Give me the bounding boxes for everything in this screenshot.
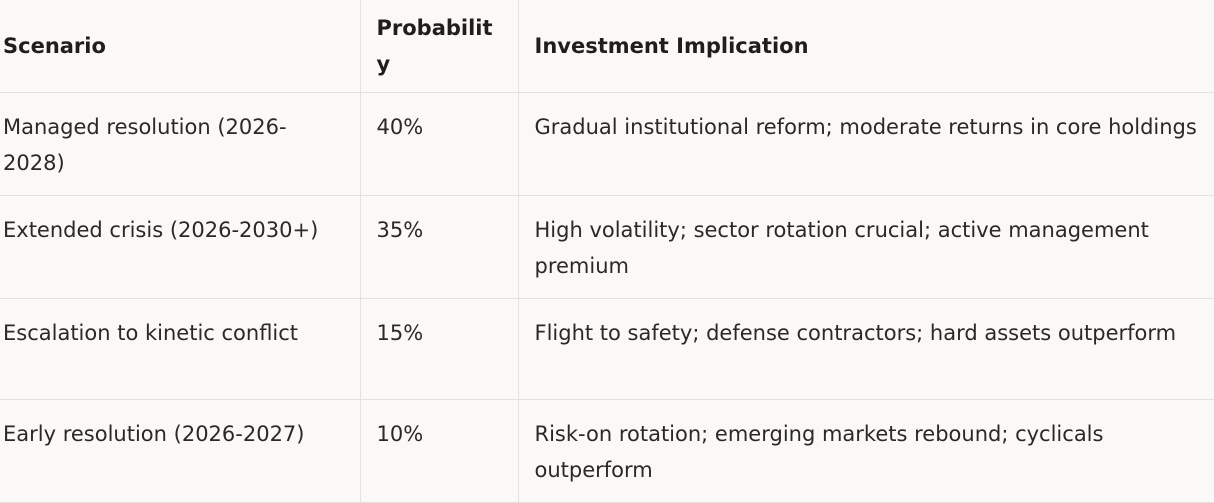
table-cell: 15% bbox=[359, 298, 518, 400]
table-cell: Extended crisis (2026-2030+) bbox=[3, 218, 319, 242]
table-cell: Escalation to kinetic conflict bbox=[3, 321, 299, 345]
table-header: Scenario Probability Investment Implicatio… bbox=[0, 0, 1214, 93]
table-row: Extended crisis (2026-2030+) 35% High vola… bbox=[0, 195, 1214, 299]
table-row: Managed resolution (2026-2028) 40% Gradual… bbox=[0, 92, 1214, 196]
table-cell: Early resolution (2026-2027) bbox=[3, 422, 305, 446]
table-row: Escalation to kinetic conflict 15% Flight … bbox=[0, 298, 1214, 400]
table-cell: 40% bbox=[359, 92, 518, 196]
table-cell: Risk-on rotation; emerging markets rebou… bbox=[517, 399, 1214, 503]
header-cell: Probability bbox=[359, 0, 518, 93]
header-row: Scenario Probability Investment Implicatio… bbox=[0, 0, 1214, 93]
header-cell: Investment Implication bbox=[517, 0, 1214, 93]
header-cell: Scenario bbox=[3, 34, 106, 58]
table-cell: Managed resolution (2026-2028) bbox=[3, 115, 287, 175]
table-cell: 35% bbox=[359, 195, 518, 299]
table-body: Managed resolution (2026-2028) 40% Gradual… bbox=[0, 92, 1214, 503]
table-row: Early resolution (2026-2027) 10% Risk-on r… bbox=[0, 399, 1214, 503]
table-cell: High volatility; sector rotation crucial… bbox=[517, 195, 1214, 299]
table-cell: Flight to safety; defense contractors; h… bbox=[517, 298, 1214, 400]
table-cell: Gradual institutional reform; moderate r… bbox=[517, 92, 1214, 196]
table-cell: 10% bbox=[359, 399, 518, 503]
